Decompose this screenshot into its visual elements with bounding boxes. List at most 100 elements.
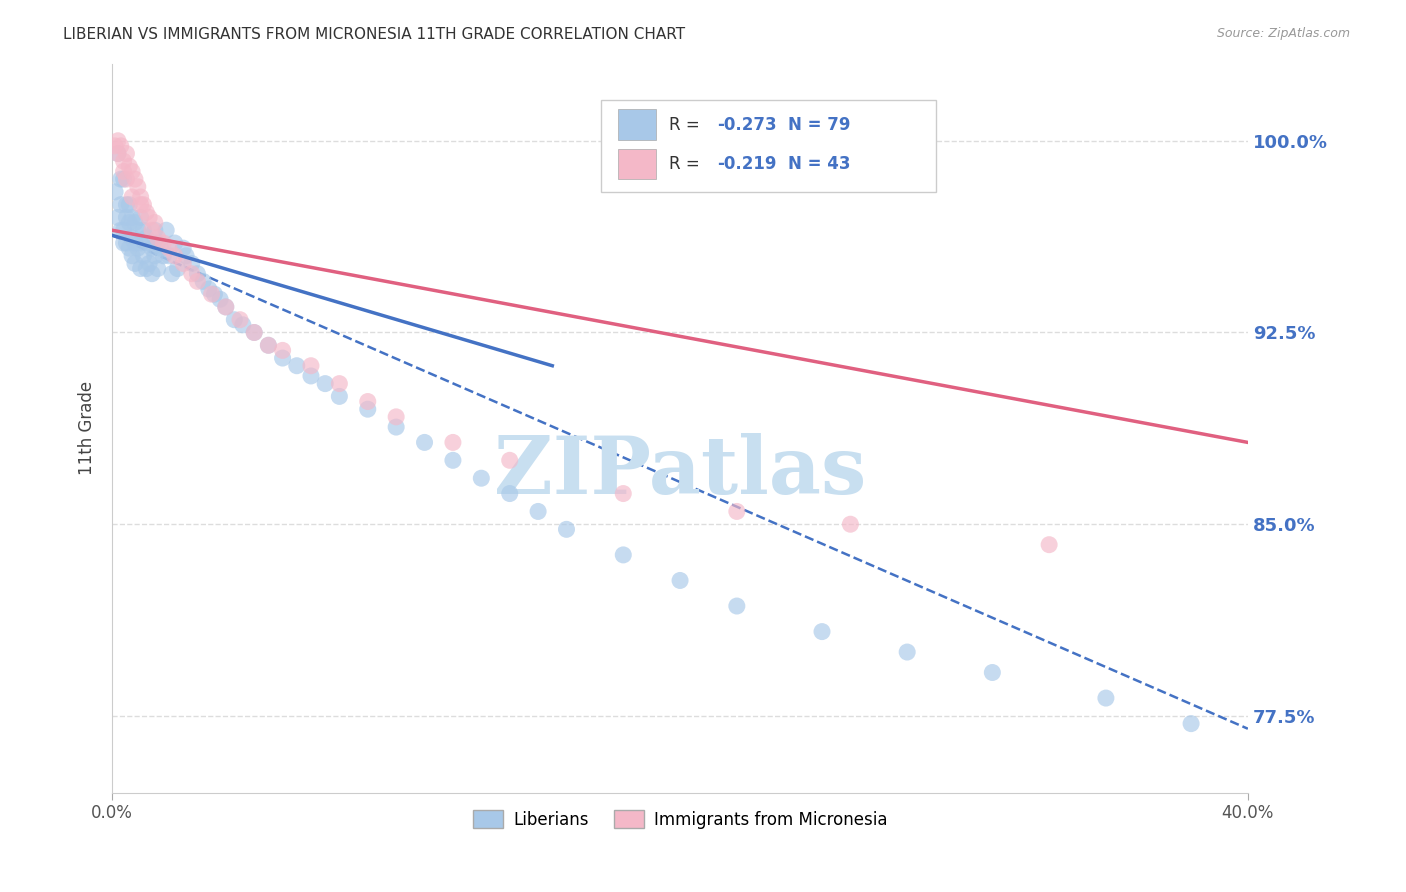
- Point: [243, 326, 266, 340]
- Point: [441, 453, 464, 467]
- Text: -0.273: -0.273: [717, 116, 778, 134]
- Point: [112, 235, 135, 250]
- Point: [112, 223, 135, 237]
- Point: [112, 154, 135, 169]
- Point: [180, 256, 202, 270]
- Point: [112, 164, 135, 178]
- Point: [163, 249, 186, 263]
- Legend: Liberians, Immigrants from Micronesia: Liberians, Immigrants from Micronesia: [467, 804, 894, 835]
- Y-axis label: 11th Grade: 11th Grade: [79, 381, 96, 475]
- Point: [121, 164, 143, 178]
- Point: [385, 409, 408, 424]
- Text: R =: R =: [669, 116, 704, 134]
- Point: [209, 292, 232, 306]
- Point: [112, 172, 135, 186]
- Point: [725, 599, 748, 613]
- Point: [135, 205, 157, 219]
- Point: [138, 235, 160, 250]
- Point: [499, 486, 522, 500]
- Point: [174, 249, 197, 263]
- Point: [155, 223, 177, 237]
- Point: [107, 146, 129, 161]
- Point: [1038, 538, 1060, 552]
- Point: [232, 318, 254, 332]
- Point: [129, 197, 152, 211]
- Point: [186, 274, 208, 288]
- Point: [257, 338, 280, 352]
- Point: [146, 231, 169, 245]
- Point: [146, 261, 169, 276]
- Point: [163, 235, 186, 250]
- Point: [299, 359, 322, 373]
- Point: [149, 241, 172, 255]
- FancyBboxPatch shape: [617, 109, 657, 140]
- Point: [201, 287, 224, 301]
- Point: [121, 211, 143, 225]
- Point: [186, 267, 208, 281]
- Point: [172, 241, 194, 255]
- Point: [110, 223, 132, 237]
- Point: [115, 146, 138, 161]
- Text: Source: ZipAtlas.com: Source: ZipAtlas.com: [1216, 27, 1350, 40]
- Point: [135, 261, 157, 276]
- Point: [127, 241, 149, 255]
- Point: [118, 197, 141, 211]
- Point: [172, 256, 194, 270]
- Point: [141, 241, 163, 255]
- Point: [107, 146, 129, 161]
- Text: N = 79: N = 79: [787, 116, 851, 134]
- Point: [104, 139, 127, 153]
- Point: [1180, 716, 1202, 731]
- Point: [124, 235, 146, 250]
- Point: [146, 235, 169, 250]
- Point: [107, 134, 129, 148]
- Point: [141, 223, 163, 237]
- Point: [121, 249, 143, 263]
- Text: LIBERIAN VS IMMIGRANTS FROM MICRONESIA 11TH GRADE CORRELATION CHART: LIBERIAN VS IMMIGRANTS FROM MICRONESIA 1…: [63, 27, 685, 42]
- Point: [328, 389, 350, 403]
- Point: [215, 300, 238, 314]
- Point: [357, 394, 380, 409]
- Point: [115, 172, 138, 186]
- Point: [129, 261, 152, 276]
- Point: [110, 197, 132, 211]
- Point: [499, 453, 522, 467]
- Point: [257, 338, 280, 352]
- Point: [104, 185, 127, 199]
- Point: [115, 235, 138, 250]
- Point: [138, 256, 160, 270]
- Point: [285, 359, 308, 373]
- Point: [129, 211, 152, 225]
- Point: [215, 300, 238, 314]
- Point: [135, 231, 157, 245]
- Point: [243, 326, 266, 340]
- Point: [1095, 691, 1118, 706]
- Point: [124, 216, 146, 230]
- Point: [896, 645, 918, 659]
- Point: [118, 241, 141, 255]
- Point: [191, 274, 214, 288]
- Point: [143, 216, 166, 230]
- Point: [132, 197, 155, 211]
- Point: [127, 223, 149, 237]
- Point: [314, 376, 336, 391]
- Point: [152, 249, 174, 263]
- Point: [143, 249, 166, 263]
- Text: N = 43: N = 43: [787, 155, 851, 173]
- Point: [229, 312, 252, 326]
- Text: -0.219: -0.219: [717, 155, 778, 173]
- Point: [981, 665, 1004, 680]
- Point: [612, 486, 634, 500]
- Point: [385, 420, 408, 434]
- Point: [152, 235, 174, 250]
- Text: ZIPatlas: ZIPatlas: [494, 434, 866, 511]
- Point: [271, 351, 294, 365]
- Point: [124, 172, 146, 186]
- Point: [124, 256, 146, 270]
- Point: [271, 343, 294, 358]
- Point: [669, 574, 692, 588]
- Point: [129, 235, 152, 250]
- Point: [441, 435, 464, 450]
- Point: [129, 190, 152, 204]
- Point: [612, 548, 634, 562]
